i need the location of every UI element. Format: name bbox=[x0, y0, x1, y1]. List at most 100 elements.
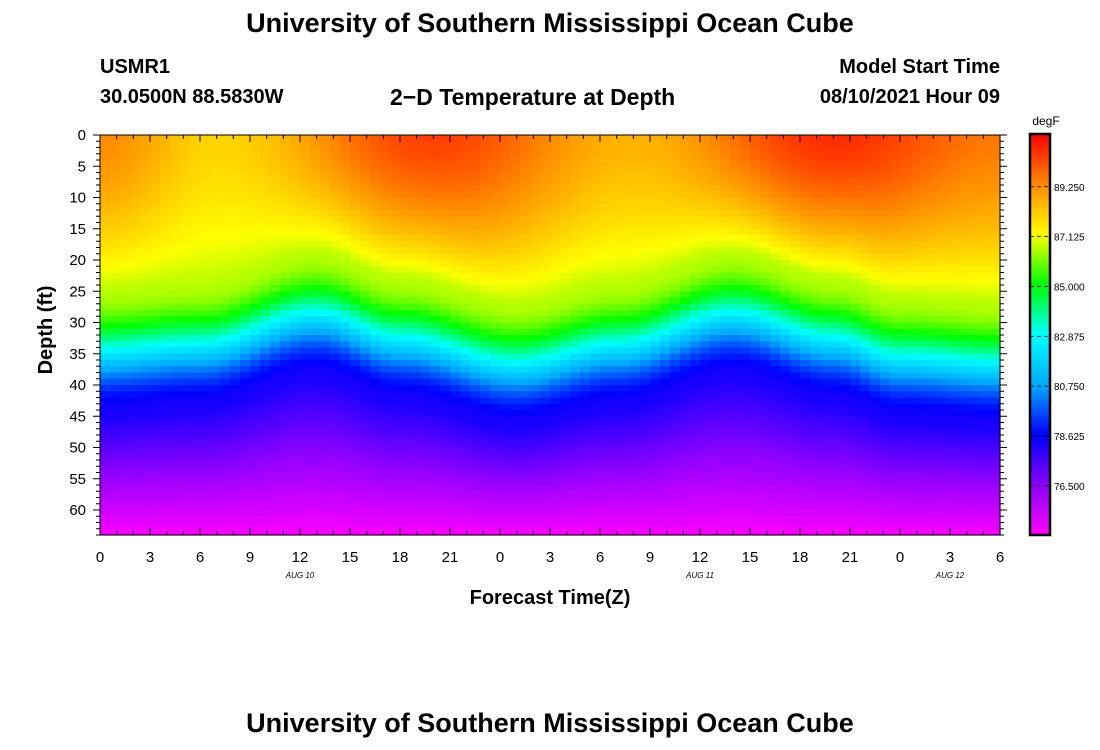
heatmap-cell bbox=[960, 203, 971, 211]
heatmap-cell bbox=[860, 235, 871, 242]
heatmap-cell bbox=[380, 322, 391, 330]
heatmap-cell bbox=[660, 372, 671, 380]
heatmap-cell bbox=[590, 222, 601, 230]
heatmap-cell bbox=[740, 472, 751, 480]
heatmap-cell bbox=[880, 353, 891, 361]
heatmap-cell bbox=[570, 347, 581, 355]
heatmap-cell bbox=[830, 472, 841, 480]
heatmap-cell bbox=[500, 141, 511, 149]
heatmap-cell bbox=[170, 203, 181, 211]
heatmap-cell bbox=[940, 310, 951, 317]
heatmap-cell bbox=[960, 291, 971, 299]
heatmap-cell bbox=[430, 147, 441, 155]
heatmap-cell bbox=[350, 360, 361, 367]
heatmap-cell bbox=[120, 391, 131, 399]
heatmap-cell bbox=[580, 147, 591, 155]
heatmap-cell bbox=[750, 303, 761, 311]
heatmap-cell bbox=[620, 428, 631, 436]
heatmap-cell bbox=[960, 453, 971, 461]
heatmap-cell bbox=[930, 216, 941, 224]
heatmap-cell bbox=[120, 235, 131, 242]
heatmap-cell bbox=[960, 172, 971, 180]
heatmap-cell bbox=[200, 172, 211, 180]
heatmap-cell bbox=[570, 385, 581, 392]
heatmap-cell bbox=[840, 328, 851, 336]
heatmap-cell bbox=[530, 360, 541, 367]
heatmap-cell bbox=[450, 266, 461, 274]
heatmap-cell bbox=[810, 266, 821, 274]
heatmap-cell bbox=[600, 385, 611, 392]
heatmap-cell bbox=[420, 372, 431, 380]
heatmap-cell bbox=[820, 247, 831, 255]
heatmap-cell bbox=[400, 478, 411, 486]
heatmap-cell bbox=[710, 228, 721, 236]
heatmap-cell bbox=[390, 335, 401, 342]
heatmap-cell bbox=[540, 185, 551, 192]
heatmap-cell bbox=[320, 272, 331, 280]
heatmap-cell bbox=[890, 322, 901, 330]
heatmap-cell bbox=[500, 466, 511, 474]
heatmap-cell bbox=[580, 153, 591, 161]
heatmap-cell bbox=[720, 416, 731, 424]
heatmap-cell bbox=[510, 272, 521, 280]
heatmap-cell bbox=[670, 397, 681, 405]
heatmap-cell bbox=[510, 235, 521, 242]
heatmap-cell bbox=[640, 147, 651, 155]
heatmap-cell bbox=[230, 353, 241, 361]
heatmap-cell bbox=[760, 360, 771, 367]
heatmap-cell bbox=[520, 278, 531, 286]
heatmap-cell bbox=[210, 153, 221, 161]
heatmap-cell bbox=[110, 278, 121, 286]
heatmap-cell bbox=[890, 185, 901, 192]
heatmap-cell bbox=[620, 466, 631, 474]
heatmap-cell bbox=[210, 360, 221, 367]
heatmap-cell bbox=[790, 260, 801, 267]
heatmap-cell bbox=[780, 272, 791, 280]
heatmap-cell bbox=[650, 160, 661, 167]
heatmap-cell bbox=[230, 472, 241, 480]
heatmap-cell bbox=[340, 235, 351, 242]
heatmap-cell bbox=[270, 253, 281, 261]
heatmap-cell bbox=[280, 260, 291, 267]
heatmap-cell bbox=[500, 297, 511, 305]
heatmap-cell bbox=[610, 472, 621, 480]
heatmap-cell bbox=[220, 178, 231, 186]
heatmap-cell bbox=[310, 366, 321, 374]
heatmap-cell bbox=[450, 260, 461, 267]
heatmap-cell bbox=[350, 216, 361, 224]
heatmap-cell bbox=[190, 428, 201, 436]
heatmap-cell bbox=[310, 322, 321, 330]
heatmap-cell bbox=[710, 216, 721, 224]
heatmap-cell bbox=[830, 135, 841, 142]
heatmap-cell bbox=[970, 303, 981, 311]
heatmap-cell bbox=[800, 153, 811, 161]
heatmap-cell bbox=[930, 391, 941, 399]
heatmap-cell bbox=[800, 378, 811, 386]
heatmap-cell bbox=[210, 160, 221, 167]
heatmap-cell bbox=[460, 378, 471, 386]
heatmap-cell bbox=[490, 297, 501, 305]
heatmap-cell bbox=[910, 235, 921, 242]
heatmap-cell bbox=[290, 422, 301, 430]
heatmap-cell bbox=[820, 303, 831, 311]
heatmap-cell bbox=[890, 178, 901, 186]
heatmap-cell bbox=[500, 360, 511, 367]
heatmap-cell bbox=[360, 235, 371, 242]
heatmap-cell bbox=[700, 347, 711, 355]
heatmap-cell bbox=[450, 285, 461, 292]
heatmap-cell bbox=[820, 178, 831, 186]
heatmap-cell bbox=[270, 460, 281, 467]
heatmap-cell bbox=[950, 366, 961, 374]
heatmap-cell bbox=[830, 178, 841, 186]
heatmap-cell bbox=[120, 278, 131, 286]
heatmap-cell bbox=[100, 172, 111, 180]
heatmap-cell bbox=[210, 216, 221, 224]
heatmap-cell bbox=[330, 228, 341, 236]
heatmap-cell bbox=[160, 447, 171, 455]
heatmap-cell bbox=[500, 447, 511, 455]
heatmap-cell bbox=[970, 372, 981, 380]
heatmap-cell bbox=[610, 260, 621, 267]
heatmap-cell bbox=[280, 203, 291, 211]
heatmap-cell bbox=[170, 197, 181, 205]
heatmap-cell bbox=[970, 260, 981, 267]
